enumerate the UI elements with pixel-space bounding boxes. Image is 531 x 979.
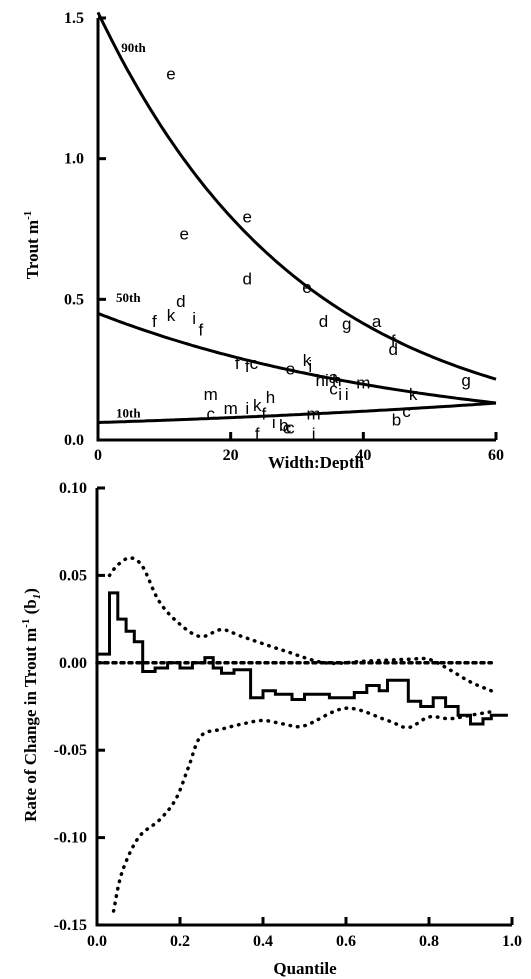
data-point: b [392,410,401,429]
data-point: g [461,371,470,390]
data-point: f [235,354,240,373]
data-point: h [332,371,341,390]
data-point: g [342,315,351,334]
y-tick-label: -0.05 [54,742,87,759]
y-tick-label: 0.00 [59,655,87,672]
data-point: c [207,405,216,424]
x-tick-label: 0.4 [253,933,273,950]
data-point: c [250,354,259,373]
data-point: h [266,388,275,407]
data-point: k [303,351,312,370]
x-tick-label: 40 [355,447,371,464]
data-point: e [243,208,252,227]
data-point: k [167,306,176,325]
data-point: a [329,368,339,387]
data-point: d [243,270,252,289]
data-point: c [286,419,295,438]
data-point: e [166,64,175,83]
data-point: d [176,292,185,311]
data-point: m [306,405,320,424]
x-tick-label: 0.2 [170,933,190,950]
data-point: h [315,371,324,390]
plot-area: 0.10 0.05 0.00 -0.05 -0.10 -0.150.0 0.2 0.4 0.6 0… [54,480,522,950]
y-axis-label: Rate of Change in Trout m-1 (b1) [20,588,43,822]
quantile-curve-10th [97,401,497,425]
data-point: f [198,320,203,339]
x-tick-label: 60 [488,447,504,464]
y-axis-label: Trout m-1 [22,211,42,280]
data-point: f [152,312,157,331]
line-chart: 0.10 0.05 0.00 -0.05 -0.10 -0.150.0 0.2 0.4 0.6 0… [20,480,522,978]
data-point: a [372,312,382,331]
data-point: i [325,371,329,390]
upper-confidence-bound [107,556,494,693]
data-point: i [272,413,276,432]
data-point: m [224,399,238,418]
y-tick-label: -0.10 [54,830,87,847]
lower-confidence-bound [111,706,494,913]
x-tick-label: 0.6 [336,933,356,950]
curve-label: 90th [121,40,146,55]
y-tick-label: -0.15 [54,917,87,934]
quantile-curve-90th [96,11,497,381]
data-point: c [283,419,292,438]
data-point: b [279,416,288,435]
quantile-curve-50th [97,312,497,405]
data-point: c [329,379,338,398]
data-point: e [302,278,311,297]
quantile-estimate-line [97,591,508,726]
y-tick-label: 0.05 [59,567,87,584]
data-point: m [204,385,218,404]
data-point: d [319,312,328,331]
data-point: f [255,424,260,443]
x-axis-label: Quantile [273,959,337,978]
curve-label: 10th [116,405,141,420]
data-point: e [179,225,188,244]
curve-label: 50th [116,290,141,305]
data-point: c [402,402,411,421]
data-point: i [245,399,249,418]
data-point: i [345,385,349,404]
data-point: i [308,357,312,376]
data-point: m [356,374,370,393]
data-point: i [312,424,316,443]
data-point: k [253,396,262,415]
data-point: k [409,385,418,404]
data-point: i [192,309,196,328]
y-tick-label: 0.5 [64,291,84,308]
x-tick-label: 0.8 [419,933,439,950]
x-tick-label: 0 [94,447,102,464]
y-tick-label: 1.5 [64,10,84,27]
data-point: f [245,357,250,376]
y-tick-label: 0.10 [59,480,87,497]
x-axis-label: Width:Depth [268,453,365,470]
data-point: e [286,360,295,379]
y-tick-label: 0.0 [64,432,84,449]
data-point: f [261,405,266,424]
x-tick-label: 0.0 [87,933,107,950]
data-point: d [388,340,397,359]
data-point: i [338,385,342,404]
x-tick-label: 1.0 [502,933,522,950]
x-tick-label: 20 [223,447,239,464]
y-tick-label: 1.0 [64,151,84,168]
axis-frame [96,18,496,442]
data-point: f [391,332,396,351]
